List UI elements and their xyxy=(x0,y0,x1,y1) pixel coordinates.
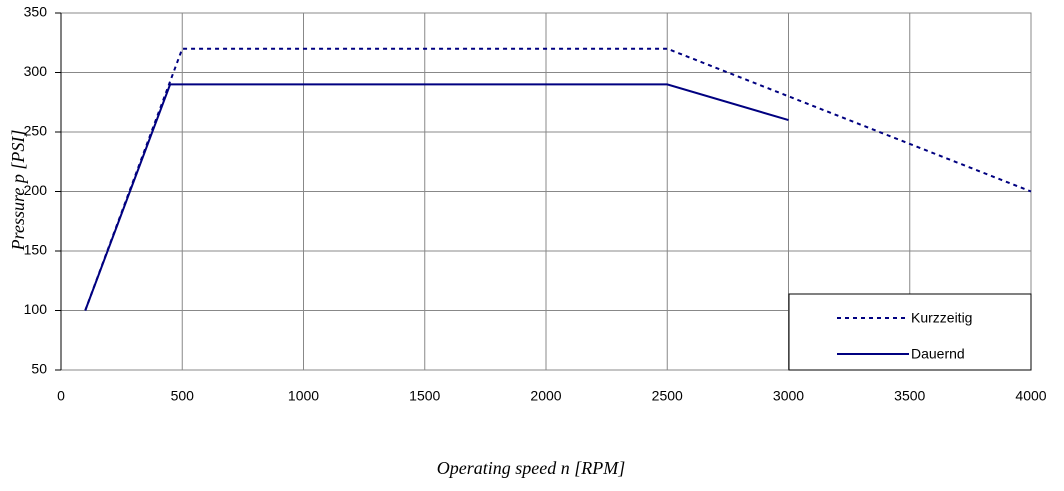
y-tick-label: 350 xyxy=(24,4,48,20)
x-tick-label: 4000 xyxy=(1015,388,1046,404)
y-tick-label: 200 xyxy=(24,182,48,198)
x-tick-label: 1000 xyxy=(288,388,319,404)
y-axis-label: Pressure p [PSI] xyxy=(8,130,28,252)
line-series xyxy=(84,83,789,311)
x-tick-label: 1500 xyxy=(409,388,440,404)
legend-label: Kurzzeitig xyxy=(911,310,972,326)
x-tick-label: 2500 xyxy=(652,388,683,404)
x-tick-label: 3000 xyxy=(773,388,804,404)
x-tick-label: 500 xyxy=(171,388,195,404)
y-tick-label: 150 xyxy=(24,242,48,258)
y-tick-label: 100 xyxy=(24,301,48,317)
y-tick-label: 250 xyxy=(24,123,48,139)
x-tick-label: 0 xyxy=(57,388,65,404)
legend-box xyxy=(788,293,1032,371)
line-series xyxy=(84,47,1032,311)
x-axis-label: Operating speed n [RPM] xyxy=(437,458,625,478)
x-tick-label: 3500 xyxy=(894,388,925,404)
x-tick-label: 2000 xyxy=(530,388,561,404)
legend-label: Dauernd xyxy=(911,346,965,362)
y-tick-label: 50 xyxy=(31,361,47,377)
y-tick-label: 300 xyxy=(24,63,48,79)
